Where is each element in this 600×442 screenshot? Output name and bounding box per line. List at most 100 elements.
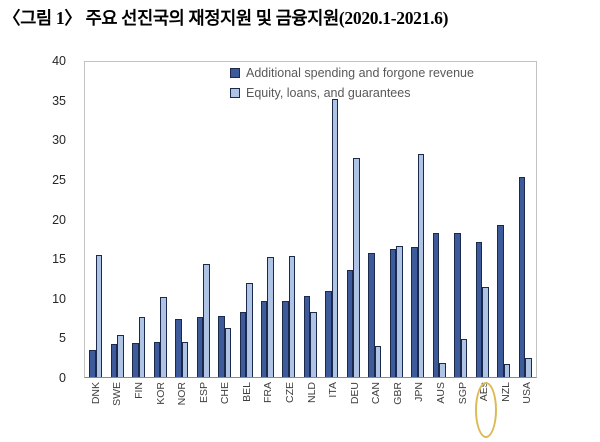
bar-series0-GBR	[389, 249, 397, 377]
x-axis-label-ITA: ITA	[327, 382, 340, 398]
bar-series0-FIN	[132, 343, 139, 377]
bar-series1-JPN	[417, 154, 425, 377]
bar-series0-CZE	[282, 301, 289, 377]
bar-series0-NOR	[175, 318, 182, 377]
bar-series0-AUS	[432, 232, 440, 377]
bar-group-FIN	[128, 62, 149, 377]
x-axis-label-ESP: ESP	[197, 382, 210, 404]
bar-group-NOR	[171, 62, 192, 377]
x-axis-label-AUS: AUS	[434, 382, 447, 404]
bar-group-NLD	[300, 62, 321, 377]
bar-series1-AUS	[439, 362, 446, 377]
y-axis-label-25: 25	[52, 172, 66, 187]
bar-group-AUS	[429, 62, 450, 377]
y-axis-label-30: 30	[52, 133, 66, 148]
y-axis-label-15: 15	[52, 252, 66, 267]
x-axis-label-USA: USA	[521, 382, 534, 404]
bar-series0-JPN	[411, 247, 418, 377]
bar-series1-FRA	[267, 257, 274, 377]
bar-series0-SWE	[110, 343, 118, 377]
bar-series0-CHE	[218, 315, 225, 377]
bar-group-CZE	[278, 62, 299, 377]
bar-group-SWE	[106, 62, 127, 377]
bar-group-GBR	[386, 62, 407, 377]
bar-group-BEL	[235, 62, 256, 377]
x-axis-label-NLD: NLD	[305, 382, 318, 404]
bar-group-CAN	[364, 62, 385, 377]
bar-series1-KOR	[160, 297, 167, 377]
bar-series1-ITA	[331, 99, 339, 377]
y-axis-label-5: 5	[59, 331, 66, 346]
x-axis-label-CAN: CAN	[370, 382, 383, 405]
bar-group-CHE	[214, 62, 235, 377]
bar-group-USA	[514, 62, 535, 377]
bar-series1-USA	[525, 358, 532, 377]
x-axis-label-KOR: KOR	[154, 382, 167, 405]
x-axis-label-NOR: NOR	[176, 382, 189, 406]
bar-series1-NOR	[181, 341, 189, 377]
bar-series1-CHE	[224, 328, 232, 377]
bar-series1-ESP	[203, 263, 210, 377]
bar-group-FRA	[257, 62, 278, 377]
bar-series1-SWE	[117, 335, 124, 377]
x-axis-label-JPN: JPN	[413, 382, 426, 402]
legend-item-equity-loans: Equity, loans, and guarantees	[230, 86, 474, 100]
bar-series1-NZL	[503, 363, 511, 377]
x-axis-label-NZL: NZL	[499, 382, 512, 402]
legend: Additional spending and forgone revenue …	[230, 66, 474, 100]
bar-series0-KOR	[153, 341, 161, 377]
bar-group-ITA	[321, 62, 342, 377]
y-axis-label-35: 35	[52, 93, 66, 108]
bar-series1-SGP	[460, 339, 468, 377]
bar-series1-DEU	[353, 158, 360, 377]
bar-group-DEU	[343, 62, 364, 377]
bar-series0-FRA	[260, 301, 268, 377]
x-axis-label-DEU: DEU	[348, 382, 361, 405]
x-axis-label-FIN: FIN	[132, 382, 145, 399]
bar-series1-CAN	[374, 345, 382, 377]
bar-series0-USA	[518, 176, 526, 377]
bar-series0-NZL	[497, 225, 504, 377]
x-axis-label-SGP: SGP	[456, 382, 469, 405]
bar-series1-AEs	[482, 287, 489, 377]
bar-series0-AEs	[475, 241, 483, 377]
bar-series0-DNK	[89, 350, 96, 377]
x-axis-label-CHE: CHE	[219, 382, 232, 405]
y-axis-label-0: 0	[59, 371, 66, 385]
bar-series0-ITA	[325, 291, 332, 377]
bar-group-SGP	[450, 62, 471, 377]
bar-group-ESP	[192, 62, 213, 377]
bar-series1-CZE	[288, 255, 296, 377]
legend-label: Equity, loans, and guarantees	[246, 86, 411, 100]
legend-item-additional-spending: Additional spending and forgone revenue	[230, 66, 474, 80]
bar-series1-FIN	[138, 317, 146, 377]
legend-label: Additional spending and forgone revenue	[246, 66, 474, 80]
bar-series1-BEL	[246, 283, 253, 377]
x-axis-label-GBR: GBR	[391, 382, 404, 405]
bar-series1-DNK	[95, 254, 103, 377]
bar-group-DNK	[85, 62, 106, 377]
bar-series0-DEU	[346, 269, 354, 377]
aes-highlight-ellipse-annotation	[475, 382, 498, 438]
legend-marker-light-square-icon	[230, 88, 240, 98]
bar-series0-BEL	[239, 311, 247, 377]
bar-series0-SGP	[454, 232, 461, 377]
bar-series0-ESP	[196, 317, 204, 377]
x-axis-label-CZE: CZE	[283, 382, 296, 403]
x-axis-label-FRA: FRA	[262, 382, 275, 403]
bar-series0-CAN	[368, 252, 375, 377]
y-axis-label-10: 10	[52, 291, 66, 306]
x-axis-label-BEL: BEL	[240, 382, 253, 402]
bar-series1-GBR	[396, 245, 403, 377]
bar-series1-NLD	[310, 312, 317, 377]
bar-group-KOR	[149, 62, 170, 377]
y-axis-label-20: 20	[52, 212, 66, 227]
bar-group-JPN	[407, 62, 428, 377]
y-axis-label-40: 40	[52, 54, 66, 68]
chart-title: 〈그림 1〉 주요 선진국의 재정지원 및 금융지원(2020.1-2021.6…	[3, 8, 449, 28]
bar-group-NZL	[493, 62, 514, 377]
bar-series0-NLD	[303, 295, 311, 377]
bar-group-AEs	[471, 62, 492, 377]
legend-marker-dark-square-icon	[230, 68, 240, 78]
